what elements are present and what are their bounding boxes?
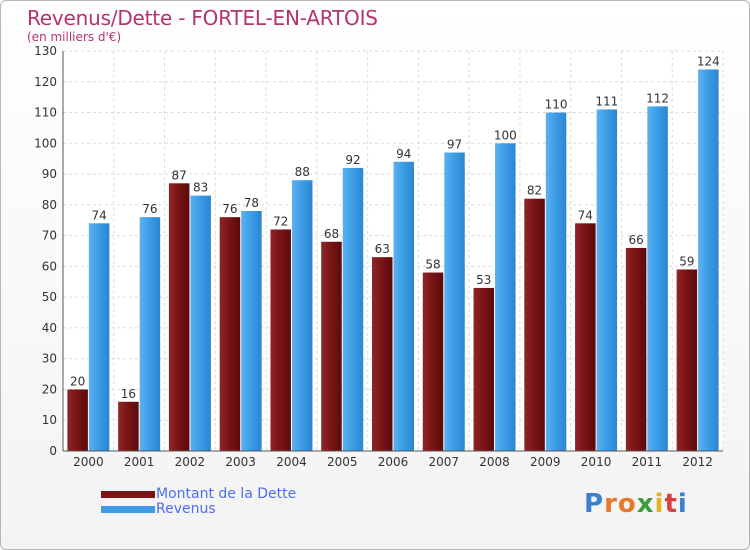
chart-title: Revenus/Dette - FORTEL-EN-ARTOIS <box>27 6 378 30</box>
data-label-dette: 53 <box>476 273 491 287</box>
data-label-revenus: 78 <box>244 196 259 210</box>
bar-revenus <box>190 195 211 451</box>
y-tick-label: 30 <box>42 352 57 366</box>
bar-revenus <box>647 106 668 451</box>
bar-dette <box>524 198 545 451</box>
bar-dette <box>168 183 190 452</box>
bar-dette <box>625 247 647 451</box>
y-tick-label: 80 <box>42 198 57 212</box>
bar-revenus <box>241 211 262 451</box>
data-label-dette: 16 <box>121 387 136 401</box>
bar-dette <box>67 389 88 451</box>
y-tick-label: 100 <box>34 136 57 150</box>
data-label-dette: 66 <box>628 233 643 247</box>
data-label-dette: 20 <box>70 374 85 388</box>
bar-dette <box>219 217 241 451</box>
x-tick-label: 2009 <box>530 455 561 469</box>
data-label-revenus: 88 <box>295 165 310 179</box>
data-label-dette: 76 <box>222 202 237 216</box>
legend-swatch-dette <box>101 491 155 498</box>
data-label-dette: 63 <box>375 242 390 256</box>
x-tick-label: 2003 <box>225 455 256 469</box>
bar-revenus <box>342 167 364 451</box>
data-label-revenus: 124 <box>697 54 720 68</box>
x-tick-label: 2010 <box>581 455 612 469</box>
legend-label-dette: Montant de la Dette <box>156 486 297 502</box>
logo-letter: o <box>617 489 637 519</box>
data-label-revenus: 74 <box>91 208 106 222</box>
logo-letter: x <box>636 489 655 519</box>
y-tick-label: 60 <box>42 259 57 273</box>
data-label-revenus: 100 <box>494 128 517 142</box>
x-tick-label: 2007 <box>428 455 459 469</box>
bar-revenus <box>545 112 567 452</box>
bar-revenus <box>291 180 313 451</box>
logo-letter: r <box>604 489 618 519</box>
bar-dette <box>575 223 596 451</box>
y-tick-label: 130 <box>34 44 57 58</box>
x-tick-label: 2012 <box>682 455 713 469</box>
x-tick-label: 2002 <box>175 455 206 469</box>
bar-revenus <box>444 152 465 452</box>
data-label-dette: 68 <box>324 227 339 241</box>
y-tick-label: 110 <box>34 106 57 120</box>
logo-letter: i <box>677 489 688 519</box>
data-label-revenus: 92 <box>345 153 360 167</box>
y-tick-label: 50 <box>42 290 57 304</box>
data-label-dette: 72 <box>273 214 288 228</box>
data-label-revenus: 112 <box>646 91 669 105</box>
data-label-dette: 58 <box>425 258 440 272</box>
logo-letter: t <box>664 489 678 519</box>
data-label-revenus: 76 <box>142 202 157 216</box>
chart-subtitle: (en milliers d'€) <box>27 30 122 44</box>
y-tick-label: 10 <box>42 413 57 427</box>
legend-swatch-revenus <box>101 506 155 513</box>
bar-dette <box>676 269 698 451</box>
data-label-revenus: 111 <box>595 94 618 108</box>
bar-dette <box>422 272 444 451</box>
x-tick-label: 2008 <box>479 455 510 469</box>
data-label-dette: 59 <box>679 254 694 268</box>
bar-dette <box>473 287 495 451</box>
y-tick-label: 120 <box>34 75 57 89</box>
data-label-revenus: 110 <box>545 98 568 112</box>
legend-label-revenus: Revenus <box>156 501 216 517</box>
bar-revenus <box>139 217 161 451</box>
x-tick-label: 2006 <box>378 455 409 469</box>
bar-revenus <box>596 109 618 451</box>
y-tick-label: 40 <box>42 321 57 335</box>
data-label-dette: 87 <box>172 168 187 182</box>
bar-revenus <box>393 161 414 451</box>
x-tick-label: 2005 <box>327 455 358 469</box>
bar-dette <box>372 257 393 451</box>
y-tick-label: 0 <box>49 444 57 458</box>
x-tick-label: 2004 <box>276 455 307 469</box>
data-label-dette: 82 <box>527 184 542 198</box>
bar-revenus <box>495 143 516 452</box>
y-tick-label: 90 <box>42 167 57 181</box>
bar-dette <box>321 241 342 451</box>
y-tick-label: 70 <box>42 229 57 243</box>
data-label-dette: 74 <box>578 208 593 222</box>
bar-revenus <box>88 223 110 451</box>
data-label-revenus: 94 <box>396 147 411 161</box>
data-label-revenus: 83 <box>193 181 208 195</box>
x-tick-label: 2000 <box>73 455 104 469</box>
logo-letter: i <box>654 489 665 519</box>
bar-dette <box>270 229 291 451</box>
bar-dette <box>118 401 139 451</box>
x-tick-label: 2001 <box>124 455 155 469</box>
proxiti-logo: Proxiti <box>584 489 688 519</box>
logo-letter: P <box>584 489 605 519</box>
bar-revenus <box>698 69 719 451</box>
x-tick-label: 2011 <box>632 455 663 469</box>
plot-area <box>63 51 723 451</box>
data-label-revenus: 97 <box>447 138 462 152</box>
y-tick-label: 20 <box>42 382 57 396</box>
